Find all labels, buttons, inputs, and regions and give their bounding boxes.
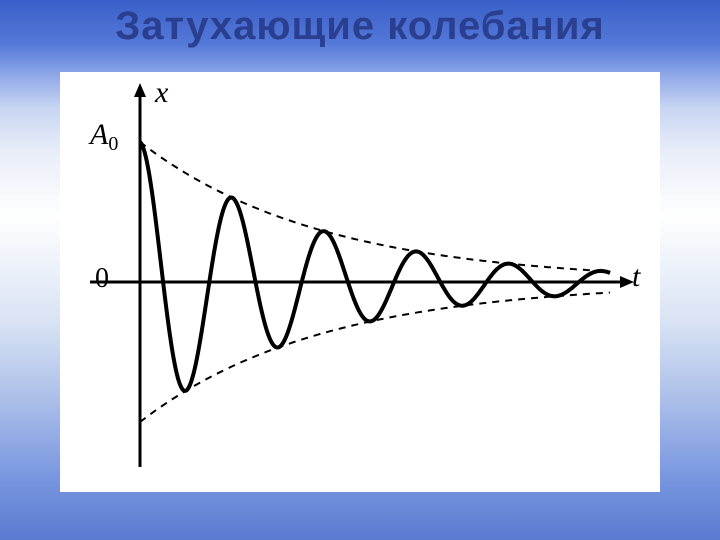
svg-text:A0: A0 [88, 118, 118, 155]
svg-text:0: 0 [95, 263, 109, 294]
damped-oscillation-graph: x A0 0 t [60, 72, 660, 492]
slide-title: Затухающие колебания [0, 4, 720, 49]
svg-text:x: x [154, 76, 169, 109]
slide: Затухающие колебания x A0 0 t [0, 0, 720, 540]
graph-panel: x A0 0 t [60, 72, 660, 492]
svg-text:t: t [632, 260, 641, 293]
